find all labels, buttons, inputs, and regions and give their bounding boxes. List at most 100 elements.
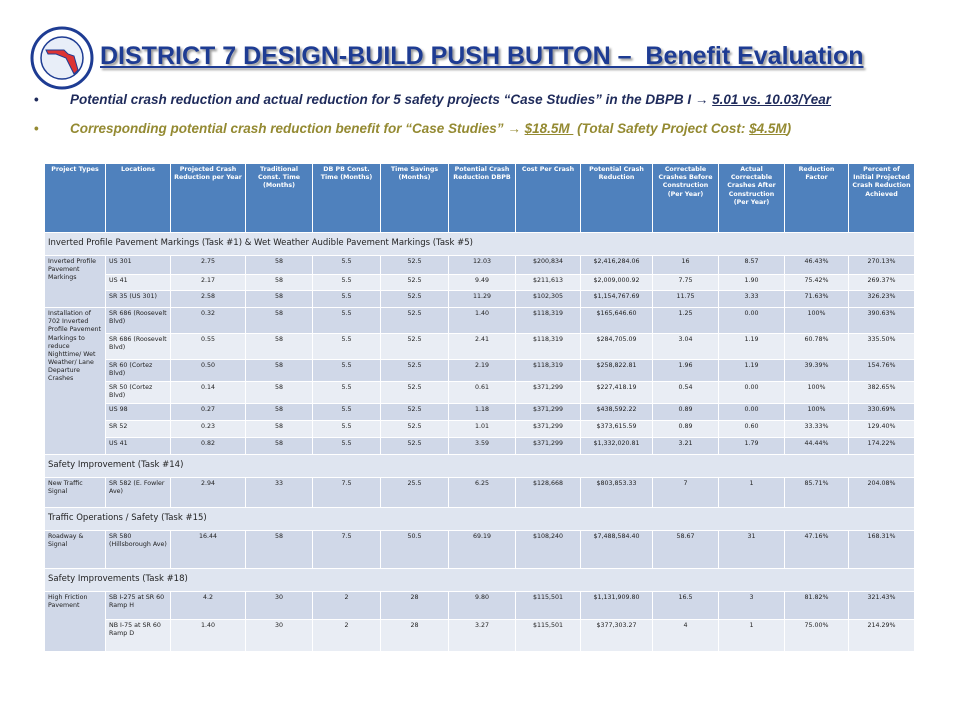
cell: $118,319 xyxy=(515,333,581,360)
cell: 0.50 xyxy=(170,359,246,382)
cell: US 41 xyxy=(105,274,171,291)
project-type: Installation of 702 Inverted Profile Pav… xyxy=(44,307,106,455)
cell: 0.27 xyxy=(170,403,246,421)
cell: 33 xyxy=(245,477,313,508)
cell: 2.75 xyxy=(170,255,246,275)
cell: 5.5 xyxy=(312,290,381,308)
bullet-text: $18.5M xyxy=(524,121,574,136)
cell: 25.5 xyxy=(380,477,449,508)
cell: SR 35 (US 301) xyxy=(105,290,171,308)
cell: 52.5 xyxy=(380,359,449,382)
project-type: New Traffic Signal xyxy=(44,477,106,508)
data-row: US 98 0.27 58 5.5 52.5 1.18 $371,299 $438,592.2… xyxy=(45,403,915,421)
cell: 100% xyxy=(784,307,849,334)
bullet-text: 5.01 vs. 10.03/Year xyxy=(712,92,832,107)
cell: 1.96 xyxy=(652,359,719,382)
title: DISTRICT 7 DESIGN-BUILD PUSH BUTTON – Be… xyxy=(100,42,864,70)
cell: $2,009,000.92 xyxy=(580,274,653,291)
cell: $371,299 xyxy=(515,437,581,455)
cell: US 41 xyxy=(105,437,171,455)
cell: $118,319 xyxy=(515,307,581,334)
cell: 326.23% xyxy=(848,290,915,308)
cell: 1 xyxy=(718,619,785,652)
cell: 390.63% xyxy=(848,307,915,334)
bullet-text: Corresponding potential crash reduction … xyxy=(70,121,508,136)
cell: 58 xyxy=(245,420,313,438)
data-row: SR 50 (Cortez Blvd) 0.14 58 5.5 52.5 0.61 $371… xyxy=(45,381,915,404)
cell: 58.67 xyxy=(652,530,719,569)
column-header: Time Savings (Months) xyxy=(380,163,449,233)
cell: 7.5 xyxy=(312,477,381,508)
column-header: Correctable Crashes Before Construction … xyxy=(652,163,719,233)
cell: 52.5 xyxy=(380,333,449,360)
cell: 39.39% xyxy=(784,359,849,382)
cell: $7,488,584.40 xyxy=(580,530,653,569)
cell: 0.23 xyxy=(170,420,246,438)
cell: 69.19 xyxy=(448,530,516,569)
cell: 6.25 xyxy=(448,477,516,508)
bullet: Potential crash reduction and actual red… xyxy=(34,92,832,107)
cell: 100% xyxy=(784,381,849,404)
cell: 58 xyxy=(245,290,313,308)
cell: $258,822.81 xyxy=(580,359,653,382)
cell: 5.5 xyxy=(312,274,381,291)
cell: $108,240 xyxy=(515,530,581,569)
section-row: Inverted Profile Pavement Markings (Task… xyxy=(44,232,915,256)
cell: $165,646.60 xyxy=(580,307,653,334)
cell: 0.32 xyxy=(170,307,246,334)
cell: 154.76% xyxy=(848,359,915,382)
cell: 81.82% xyxy=(784,591,849,620)
cell: 52.5 xyxy=(380,290,449,308)
cell: SR 50 (Cortez Blvd) xyxy=(105,381,171,404)
cell: 0.89 xyxy=(652,420,719,438)
cell: 11.75 xyxy=(652,290,719,308)
bullet-text: → xyxy=(507,121,521,136)
cell: $115,501 xyxy=(515,591,581,620)
cell: 16.5 xyxy=(652,591,719,620)
column-header: Percent of Initial Projected Crash Reduc… xyxy=(848,163,915,233)
column-header: Potential Crash Reduction xyxy=(580,163,653,233)
section-title: Safety Improvements (Task #18) xyxy=(44,568,915,592)
cell: 1.01 xyxy=(448,420,516,438)
section-title: Inverted Profile Pavement Markings (Task… xyxy=(44,232,915,256)
cell: $128,668 xyxy=(515,477,581,508)
data-row: Installation of 702 Inverted Profile Pav… xyxy=(44,307,915,455)
cell: 58 xyxy=(245,437,313,455)
cell: 28 xyxy=(380,591,449,620)
cell: 330.69% xyxy=(848,403,915,421)
cell: US 98 xyxy=(105,403,171,421)
data-row: Inverted Profile Pavement Markings US 301… xyxy=(44,255,915,308)
cell: $102,305 xyxy=(515,290,581,308)
project-type: Roadway & Signal xyxy=(44,530,106,569)
cell: 60.78% xyxy=(784,333,849,360)
cell: 52.5 xyxy=(380,307,449,334)
cell: 58 xyxy=(245,307,313,334)
section-title: Safety Improvement (Task #14) xyxy=(44,454,915,478)
cell: 0.89 xyxy=(652,403,719,421)
cell: $115,501 xyxy=(515,619,581,652)
cell: 30 xyxy=(245,619,313,652)
cell: 0.60 xyxy=(718,420,785,438)
cell: 1.19 xyxy=(718,359,785,382)
cell: 47.16% xyxy=(784,530,849,569)
benefit-table: Project Types Locations Projected Crash Re… xyxy=(44,163,915,652)
cell: 3.04 xyxy=(652,333,719,360)
cell: 3 xyxy=(718,591,785,620)
bullet-text: Potential crash reduction and actual red… xyxy=(70,92,695,107)
column-header: Reduction Factor xyxy=(784,163,849,233)
cell: 2.41 xyxy=(448,333,516,360)
cell: $118,319 xyxy=(515,359,581,382)
column-header: Project Types xyxy=(44,163,106,233)
cell: US 301 xyxy=(105,255,171,275)
cell: 0.14 xyxy=(170,381,246,404)
cell: 5.5 xyxy=(312,420,381,438)
cell: 9.49 xyxy=(448,274,516,291)
cell: SR 686 (Roosevelt Blvd) xyxy=(105,307,171,334)
cell: 7 xyxy=(652,477,719,508)
cell: 75.00% xyxy=(784,619,849,652)
cell: 2.19 xyxy=(448,359,516,382)
cell: SB I-275 at SR 60 Ramp H xyxy=(105,591,171,620)
cell: 58 xyxy=(245,255,313,275)
cell: 16 xyxy=(652,255,719,275)
cell: $803,853.33 xyxy=(580,477,653,508)
